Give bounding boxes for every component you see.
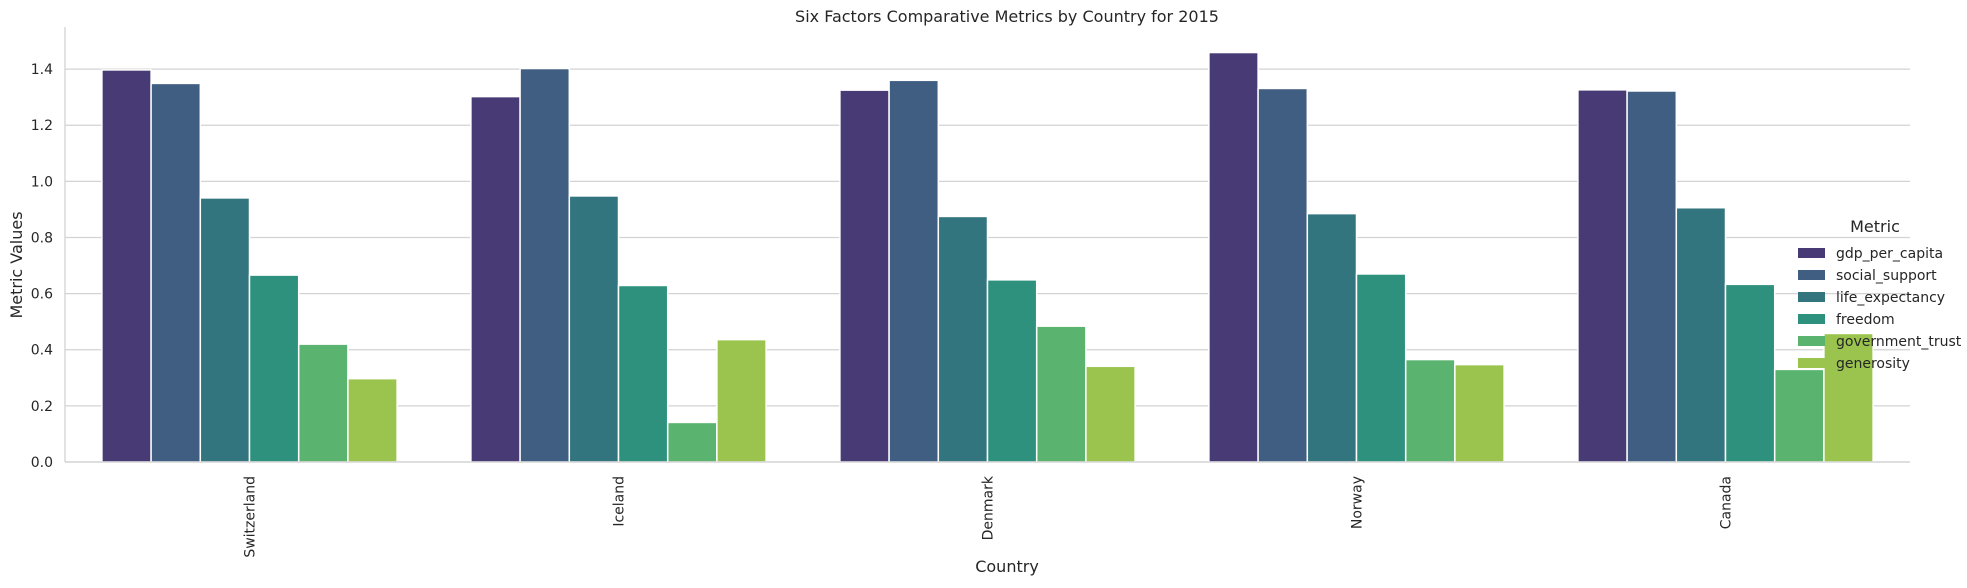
legend-label-social_support: social_support [1836, 268, 1937, 284]
bar-generosity-norway [1454, 363, 1505, 463]
bar-gdp_per_capita-switzerland [101, 69, 152, 463]
x-tick-label: Iceland [612, 476, 628, 527]
chart-title: Six Factors Comparative Metrics by Count… [795, 7, 1219, 26]
bar-freedom-norway [1355, 273, 1407, 463]
bar-government_trust-norway [1404, 358, 1456, 463]
bar-generosity-canada [1823, 332, 1874, 463]
bar-life_expectancy-iceland [568, 195, 620, 463]
bar-social_support-iceland [519, 67, 571, 463]
bar-life_expectancy-norway [1306, 212, 1358, 463]
bar-freedom-iceland [617, 284, 669, 463]
y-tick-label: 0.8 [31, 230, 53, 246]
legend-swatch-gdp_per_capita [1798, 248, 1825, 258]
bar-government_trust-switzerland [297, 343, 349, 463]
bar-generosity-iceland [716, 338, 767, 463]
bar-government_trust-canada [1773, 368, 1825, 463]
y-tick-label: 0.6 [31, 287, 53, 303]
bar-social_support-denmark [888, 79, 940, 463]
bar-gdp_per_capita-canada [1577, 89, 1628, 463]
legend-swatch-freedom [1798, 314, 1825, 324]
x-tick-label: Denmark [981, 475, 997, 540]
y-tick-labels: 0.0 0.2 0.4 0.6 0.8 1.0 1.2 1.4 [31, 62, 53, 471]
legend-label-generosity: generosity [1836, 356, 1910, 372]
y-tick-label: 1.0 [31, 174, 53, 190]
bar-generosity-switzerland [347, 377, 398, 463]
legend-swatch-life_expectancy [1798, 292, 1825, 302]
bar-gdp_per_capita-denmark [839, 89, 890, 463]
legend-swatch-government_trust [1798, 336, 1825, 346]
y-tick-label: 0.2 [31, 399, 53, 415]
y-tick-label: 0.0 [31, 455, 53, 471]
bar-gdp_per_capita-iceland [470, 95, 521, 463]
bars [101, 51, 1874, 463]
legend-swatch-generosity [1798, 358, 1825, 368]
bar-freedom-canada [1724, 283, 1776, 463]
bar-government_trust-iceland [666, 421, 718, 463]
x-tick-label: Norway [1350, 476, 1366, 529]
legend-label-gdp_per_capita: gdp_per_capita [1836, 246, 1943, 262]
legend-title: Metric [1850, 217, 1900, 236]
bar-life_expectancy-canada [1675, 206, 1727, 463]
x-tick-labels: Switzerland Iceland Denmark Norway Canada [243, 475, 1735, 558]
x-axis-label: Country [975, 557, 1039, 576]
bar-life_expectancy-switzerland [199, 197, 251, 463]
legend-label-life_expectancy: life_expectancy [1836, 290, 1945, 306]
bar-government_trust-denmark [1035, 325, 1087, 463]
bar-social_support-norway [1257, 87, 1309, 463]
legend: Metric gdp_per_capita social_support life_… [1798, 217, 1962, 372]
bar-freedom-denmark [986, 279, 1038, 463]
x-tick-label: Switzerland [243, 476, 259, 558]
y-tick-label: 1.2 [31, 118, 53, 134]
y-axis-label: Metric Values [7, 211, 26, 318]
legend-label-government_trust: government_trust [1836, 334, 1962, 350]
x-tick-label: Canada [1719, 476, 1735, 529]
y-tick-label: 0.4 [31, 343, 53, 359]
legend-label-freedom: freedom [1836, 312, 1895, 328]
bar-life_expectancy-denmark [937, 215, 989, 463]
bar-generosity-denmark [1085, 365, 1136, 463]
bar-social_support-switzerland [150, 82, 202, 463]
bar-social_support-canada [1626, 90, 1678, 463]
bar-gdp_per_capita-norway [1208, 51, 1259, 463]
y-tick-label: 1.4 [31, 62, 53, 78]
legend-swatch-social_support [1798, 270, 1825, 280]
bar-freedom-switzerland [248, 274, 300, 463]
